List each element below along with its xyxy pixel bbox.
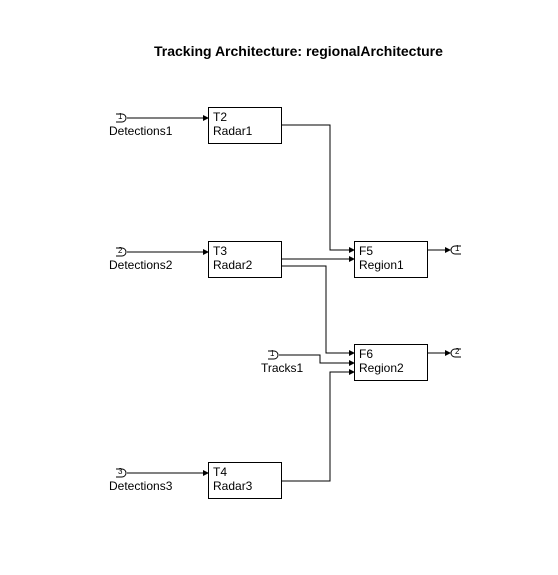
input-label: Detections1: [109, 124, 172, 138]
block-line2: Radar2: [213, 258, 277, 272]
input-label: Detections3: [109, 479, 172, 493]
block-line1: F6: [359, 347, 423, 361]
block-t4: T4Radar3: [208, 462, 282, 499]
block-line2: Radar3: [213, 479, 277, 493]
block-f6: F6Region2: [354, 344, 428, 381]
diagram-title: Tracking Architecture: regionalArchitect…: [154, 43, 443, 59]
block-line1: F5: [359, 244, 423, 258]
output-port-badge: 1: [450, 245, 462, 255]
input-port-badge: 1: [267, 350, 279, 360]
block-line2: Region1: [359, 258, 423, 272]
wire: [282, 125, 354, 250]
input-port-badge: 3: [115, 468, 127, 478]
input-label: Tracks1: [261, 361, 303, 375]
block-t3: T3Radar2: [208, 241, 282, 278]
input-port-number: 1: [118, 112, 122, 121]
block-t2: T2Radar1: [208, 107, 282, 144]
block-line1: T2: [213, 110, 277, 124]
output-port-number: 2: [455, 347, 459, 356]
block-line2: Radar1: [213, 124, 277, 138]
output-port-badge: 2: [450, 348, 462, 358]
block-f5: F5Region1: [354, 241, 428, 278]
input-port-number: 2: [118, 246, 122, 255]
input-port-badge: 1: [115, 113, 127, 123]
input-label: Detections2: [109, 258, 172, 272]
wire: [282, 266, 354, 353]
block-line2: Region2: [359, 361, 423, 375]
diagram-canvas: Tracking Architecture: regionalArchitect…: [0, 0, 558, 575]
block-line1: T4: [213, 465, 277, 479]
input-port-badge: 2: [115, 247, 127, 257]
input-port-number: 3: [118, 467, 122, 476]
input-port-number: 1: [270, 349, 274, 358]
output-port-number: 1: [455, 244, 459, 253]
wire: [282, 372, 354, 481]
block-line1: T3: [213, 244, 277, 258]
